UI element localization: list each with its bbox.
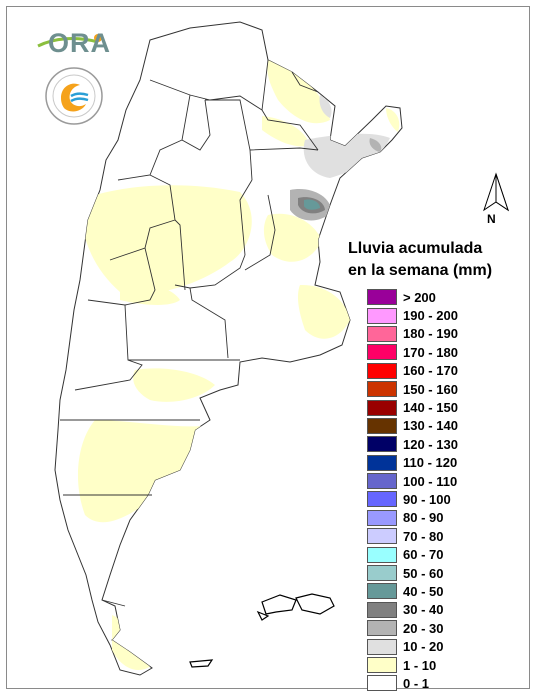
legend-swatch <box>367 491 397 508</box>
legend: > 200 190 - 200 180 - 190 170 - 180 160 - 17… <box>367 288 527 693</box>
legend-swatch <box>367 620 397 637</box>
legend-row: 50 - 60 <box>367 564 527 582</box>
ora-logo-text: ORA <box>48 28 111 58</box>
legend-swatch <box>367 473 397 490</box>
legend-row: 20 - 30 <box>367 619 527 637</box>
legend-label: > 200 <box>403 289 436 305</box>
legend-row: 70 - 80 <box>367 527 527 545</box>
legend-row: 120 - 130 <box>367 435 527 453</box>
legend-row: 1 - 10 <box>367 656 527 674</box>
legend-label: 180 - 190 <box>403 326 458 342</box>
legend-label: 150 - 160 <box>403 381 458 397</box>
legend-label: 170 - 180 <box>403 344 458 360</box>
legend-label: 30 - 40 <box>403 602 444 618</box>
legend-swatch <box>367 307 397 324</box>
legend-label: 70 - 80 <box>403 528 444 544</box>
legend-row: > 200 <box>367 288 527 306</box>
legend-row: 60 - 70 <box>367 545 527 563</box>
argentina-outline <box>54 21 403 676</box>
legend-swatch <box>367 344 397 361</box>
legend-swatch <box>367 289 397 306</box>
legend-label: 0 - 1 <box>403 675 430 691</box>
north-label: N <box>487 212 496 226</box>
province-borders <box>60 59 319 607</box>
legend-swatch <box>367 454 397 471</box>
legend-row: 180 - 190 <box>367 325 527 343</box>
legend-label: 10 - 20 <box>403 639 444 655</box>
legend-row: 10 - 20 <box>367 637 527 655</box>
legend-swatch <box>367 436 397 453</box>
legend-row: 30 - 40 <box>367 601 527 619</box>
legend-row: 40 - 50 <box>367 582 527 600</box>
legend-swatch <box>367 583 397 600</box>
legend-label: 100 - 110 <box>403 473 458 489</box>
legend-swatch <box>367 399 397 416</box>
legend-label: 190 - 200 <box>403 308 458 324</box>
legend-row: 130 - 140 <box>367 417 527 435</box>
legend-row: 170 - 180 <box>367 343 527 361</box>
legend-row: 100 - 110 <box>367 472 527 490</box>
legend-label: 90 - 100 <box>403 491 451 507</box>
legend-swatch <box>367 657 397 673</box>
legend-swatch <box>367 546 397 563</box>
legend-swatch <box>367 362 397 379</box>
legend-row: 80 - 90 <box>367 509 527 527</box>
legend-label: 120 - 130 <box>403 436 458 452</box>
legend-swatch <box>367 675 397 692</box>
legend-title: Lluvia acumulada en la semana (mm) <box>348 238 528 282</box>
legend-title-line-2: en la semana (mm) <box>348 262 493 279</box>
legend-label: 80 - 90 <box>403 510 444 526</box>
legend-row: 110 - 120 <box>367 454 527 472</box>
legend-label: 140 - 150 <box>403 400 458 416</box>
legend-row: 160 - 170 <box>367 362 527 380</box>
legend-title-line-1: Lluvia acumulada <box>348 240 483 257</box>
legend-swatch <box>367 325 397 342</box>
north-arrow-icon <box>483 172 509 212</box>
legend-row: 190 - 200 <box>367 306 527 324</box>
legend-swatch <box>367 565 397 582</box>
islas-malvinas <box>189 593 335 668</box>
legend-row: 140 - 150 <box>367 398 527 416</box>
legend-label: 110 - 120 <box>403 455 458 471</box>
legend-swatch <box>367 528 397 545</box>
legend-row: 150 - 160 <box>367 380 527 398</box>
legend-label: 60 - 70 <box>403 547 444 563</box>
legend-swatch <box>367 601 397 618</box>
legend-swatch <box>367 381 397 398</box>
ora-logo-swoosh-icon <box>37 34 102 48</box>
legend-row: 0 - 1 <box>367 674 527 692</box>
legend-label: 40 - 50 <box>403 583 444 599</box>
legend-swatch <box>367 638 397 655</box>
legend-swatch <box>367 417 397 434</box>
legend-swatch <box>367 509 397 526</box>
legend-label: 20 - 30 <box>403 620 444 636</box>
legend-label: 1 - 10 <box>403 657 437 673</box>
legend-label: 130 - 140 <box>403 418 458 434</box>
legend-label: 50 - 60 <box>403 565 444 581</box>
legend-label: 160 - 170 <box>403 363 458 379</box>
smn-seal-icon <box>45 67 103 125</box>
legend-row: 90 - 100 <box>367 490 527 508</box>
